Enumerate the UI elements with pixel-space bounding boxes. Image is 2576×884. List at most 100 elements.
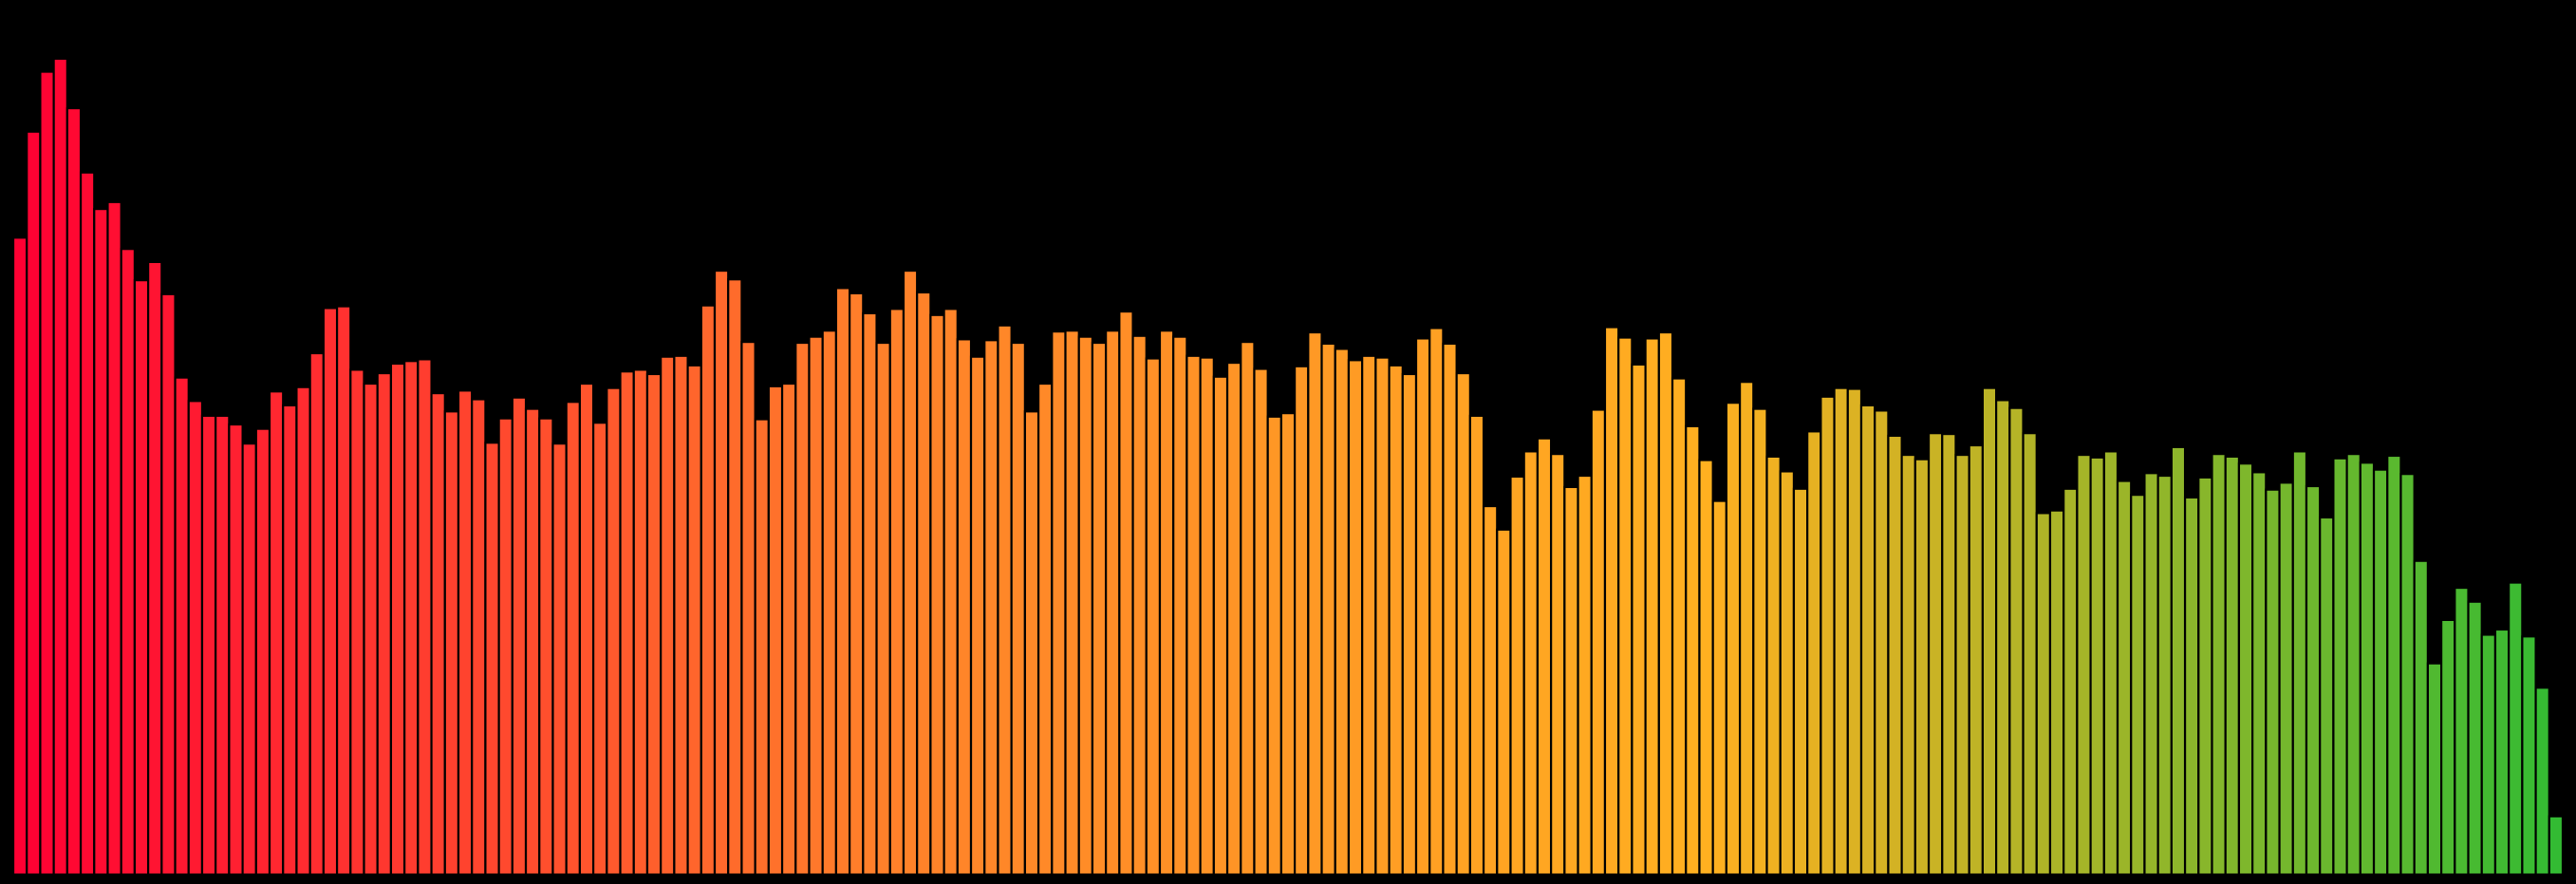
bar-69 <box>929 313 945 876</box>
bar-116 <box>1563 485 1579 876</box>
bar-67 <box>902 269 919 876</box>
bar-188 <box>2534 687 2550 876</box>
bar-44 <box>591 422 608 876</box>
bar-1 <box>11 236 28 876</box>
bar-62 <box>834 287 851 876</box>
bar-45 <box>606 386 622 876</box>
bar-54 <box>727 278 743 876</box>
bar-158 <box>2130 494 2146 876</box>
bar-103 <box>1388 364 1404 876</box>
bar-181 <box>2440 618 2456 876</box>
bar-21 <box>282 404 298 876</box>
bar-32 <box>430 391 446 876</box>
bar-132 <box>1779 470 1796 876</box>
bar-120 <box>1617 336 1633 876</box>
bar-169 <box>2278 481 2294 876</box>
bar-73 <box>983 339 999 876</box>
bar-154 <box>2076 453 2092 876</box>
bar-9 <box>120 248 137 876</box>
bar-117 <box>1577 474 1593 876</box>
bar-142 <box>1913 458 1931 876</box>
bar-81 <box>1091 341 1108 876</box>
bar-48 <box>645 372 663 876</box>
bar-92 <box>1240 341 1256 876</box>
bar-10 <box>133 279 150 876</box>
bar-57 <box>767 385 784 876</box>
bar-131 <box>1765 455 1782 876</box>
bar-157 <box>2116 480 2133 876</box>
bar-107 <box>1442 342 1458 876</box>
bar-167 <box>2251 471 2268 876</box>
bar-185 <box>2493 628 2511 876</box>
bar-90 <box>1212 375 1229 876</box>
bar-33 <box>443 410 460 876</box>
bar-156 <box>2102 450 2119 876</box>
bar-29 <box>389 362 406 876</box>
bar-170 <box>2291 450 2308 876</box>
bar-70 <box>943 308 959 876</box>
bar-22 <box>295 386 311 876</box>
bar-140 <box>1887 434 1903 876</box>
bar-111 <box>1496 528 1512 876</box>
bar-68 <box>916 291 932 876</box>
bar-43 <box>578 382 595 876</box>
bar-105 <box>1414 337 1431 876</box>
bar-159 <box>2143 472 2159 876</box>
bar-65 <box>875 341 891 876</box>
bar-86 <box>1158 329 1175 876</box>
bar-87 <box>1172 335 1188 876</box>
bar-152 <box>2048 509 2065 876</box>
bar-13 <box>174 376 190 876</box>
bar-172 <box>2319 516 2335 876</box>
bar-125 <box>1685 424 1701 876</box>
bar-84 <box>1131 334 1148 876</box>
bar-51 <box>686 364 702 876</box>
bar-180 <box>2426 662 2443 876</box>
bar-26 <box>349 368 365 876</box>
bar-24 <box>322 307 339 876</box>
bar-36 <box>484 442 500 876</box>
bar-38 <box>511 396 528 876</box>
bar-94 <box>1266 415 1282 876</box>
bar-160 <box>2156 474 2173 876</box>
bar-3 <box>39 70 55 876</box>
bar-12 <box>160 292 177 876</box>
bar-136 <box>1833 386 1849 876</box>
bar-77 <box>1036 382 1054 876</box>
bar-112 <box>1509 475 1525 876</box>
bar-88 <box>1185 354 1202 876</box>
bar-149 <box>2008 406 2025 876</box>
bar-100 <box>1347 359 1364 876</box>
bar-series <box>11 57 2565 876</box>
bar-98 <box>1320 342 1336 876</box>
bar-91 <box>1225 361 1242 876</box>
bar-161 <box>2170 445 2187 876</box>
bar-176 <box>2372 468 2389 876</box>
bar-85 <box>1145 357 1162 876</box>
bar-178 <box>2399 473 2416 876</box>
bar-4 <box>52 57 68 876</box>
bar-173 <box>2332 457 2348 876</box>
bar-14 <box>187 400 204 876</box>
bar-110 <box>1482 504 1499 876</box>
bar-50 <box>673 354 689 876</box>
bar-108 <box>1455 371 1471 876</box>
bar-146 <box>1968 443 1984 876</box>
bar-183 <box>2467 600 2483 876</box>
bar-189 <box>2548 815 2565 876</box>
bar-60 <box>808 335 824 876</box>
bar-101 <box>1361 354 1377 876</box>
bar-186 <box>2508 581 2524 876</box>
bar-150 <box>2022 432 2038 876</box>
bar-123 <box>1657 330 1674 876</box>
bar-47 <box>632 368 649 876</box>
bar-104 <box>1401 372 1418 876</box>
bar-35 <box>471 398 487 876</box>
bar-177 <box>2386 454 2402 876</box>
bar-109 <box>1468 414 1485 876</box>
bar-89 <box>1199 356 1215 876</box>
bar-8 <box>106 200 122 876</box>
bar-119 <box>1603 326 1620 876</box>
bar-74 <box>997 324 1013 876</box>
bar-18 <box>241 442 257 876</box>
